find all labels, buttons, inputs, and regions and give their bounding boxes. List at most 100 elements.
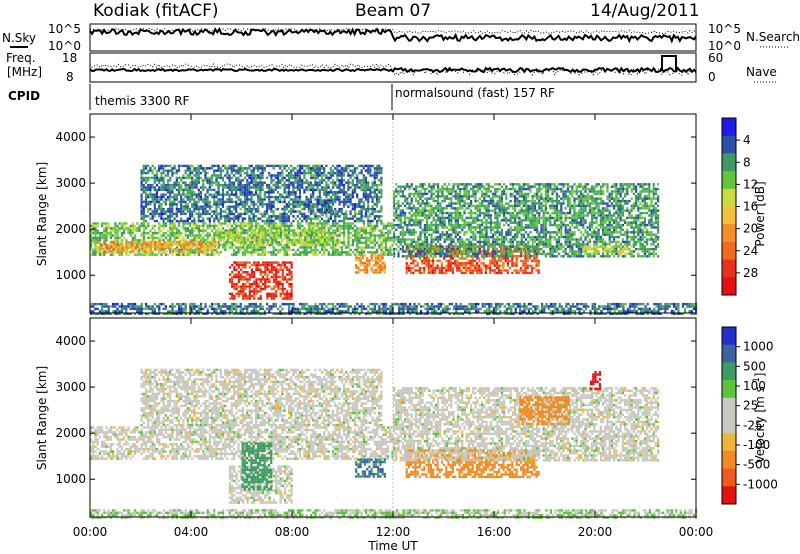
data-cell (509, 259, 512, 263)
data-cell (162, 195, 165, 199)
data-cell (263, 193, 266, 196)
data-cell (364, 195, 368, 199)
data-cell (206, 181, 209, 184)
data-cell (292, 253, 295, 256)
data-cell (226, 229, 229, 232)
data-cell (305, 222, 308, 225)
data-cell (448, 187, 451, 191)
data-cell (275, 268, 278, 271)
data-cell (416, 264, 419, 267)
data-cell (356, 227, 359, 230)
data-cell (268, 198, 271, 201)
data-cell (217, 186, 220, 189)
data-cell (197, 253, 200, 256)
data-cell (434, 214, 437, 217)
data-cell (105, 229, 108, 232)
data-cell (384, 241, 387, 244)
data-cell (119, 243, 122, 246)
data-cell (191, 191, 194, 194)
data-cell (246, 171, 249, 175)
data-cell (268, 251, 271, 254)
data-cell (305, 203, 308, 206)
data-cell (264, 271, 267, 274)
data-cell (327, 183, 330, 187)
data-cell (286, 236, 289, 239)
data-cell (228, 200, 231, 204)
data-cell (241, 186, 244, 189)
data-cell (397, 192, 400, 196)
data-cell (520, 266, 523, 270)
data-cell (244, 275, 247, 279)
data-cell (334, 195, 337, 199)
data-cell (355, 271, 358, 274)
data-cell (338, 253, 341, 256)
data-cell (206, 217, 209, 220)
data-cell (110, 243, 113, 246)
data-cell (204, 176, 207, 180)
data-cell (326, 208, 329, 212)
data-cell (116, 241, 119, 244)
data-cell (395, 228, 398, 232)
data-cell (314, 236, 317, 240)
data-cell (279, 224, 282, 228)
data-cell (423, 223, 426, 227)
data-cell (374, 256, 378, 260)
data-cell (275, 236, 278, 239)
data-cell (426, 238, 429, 241)
data-cell (237, 285, 240, 288)
data-cell (242, 243, 245, 246)
data-cell (134, 236, 137, 240)
data-cell (469, 264, 472, 267)
data-cell (252, 200, 255, 204)
data-cell (316, 224, 319, 228)
data-cell (318, 167, 321, 170)
data-cell (406, 243, 409, 246)
data-cell (197, 219, 200, 223)
data-cell (151, 212, 154, 216)
data-cell (90, 246, 93, 249)
data-cell (369, 239, 372, 242)
data-cell (121, 245, 124, 248)
data-cell (487, 266, 490, 270)
data-cell (230, 164, 233, 168)
data-cell (329, 176, 332, 180)
data-cell (399, 219, 402, 222)
data-cell (270, 263, 273, 267)
data-cell (290, 210, 293, 213)
data-cell (244, 222, 247, 225)
data-cell (368, 259, 371, 262)
data-cell (378, 179, 381, 182)
data-cell (259, 198, 262, 201)
data-cell (281, 273, 284, 276)
data-cell (158, 167, 161, 170)
data-cell (298, 195, 302, 199)
data-cell (283, 219, 286, 223)
data-cell (228, 297, 232, 300)
data-cell (328, 234, 331, 237)
data-cell (162, 207, 165, 211)
data-cell (162, 176, 165, 180)
data-cell (236, 241, 239, 244)
data-cell (430, 228, 433, 232)
data-cell (397, 202, 400, 205)
data-cell (213, 200, 216, 204)
data-cell (358, 227, 361, 230)
data-cell (254, 183, 258, 187)
data-cell (221, 176, 225, 180)
data-cell (323, 208, 326, 212)
data-cell (188, 207, 192, 211)
data-cell (303, 253, 306, 256)
data-cell (178, 236, 181, 240)
data-cell (305, 217, 308, 220)
data-cell (528, 264, 531, 267)
data-cell (397, 240, 400, 244)
data-cell (425, 257, 428, 260)
data-cell (160, 236, 163, 240)
data-cell (219, 174, 222, 177)
data-cell (243, 207, 247, 211)
data-cell (276, 183, 280, 187)
data-cell (280, 234, 283, 237)
data-cell (226, 171, 229, 175)
data-cell (329, 188, 332, 192)
data-cell (103, 236, 106, 240)
